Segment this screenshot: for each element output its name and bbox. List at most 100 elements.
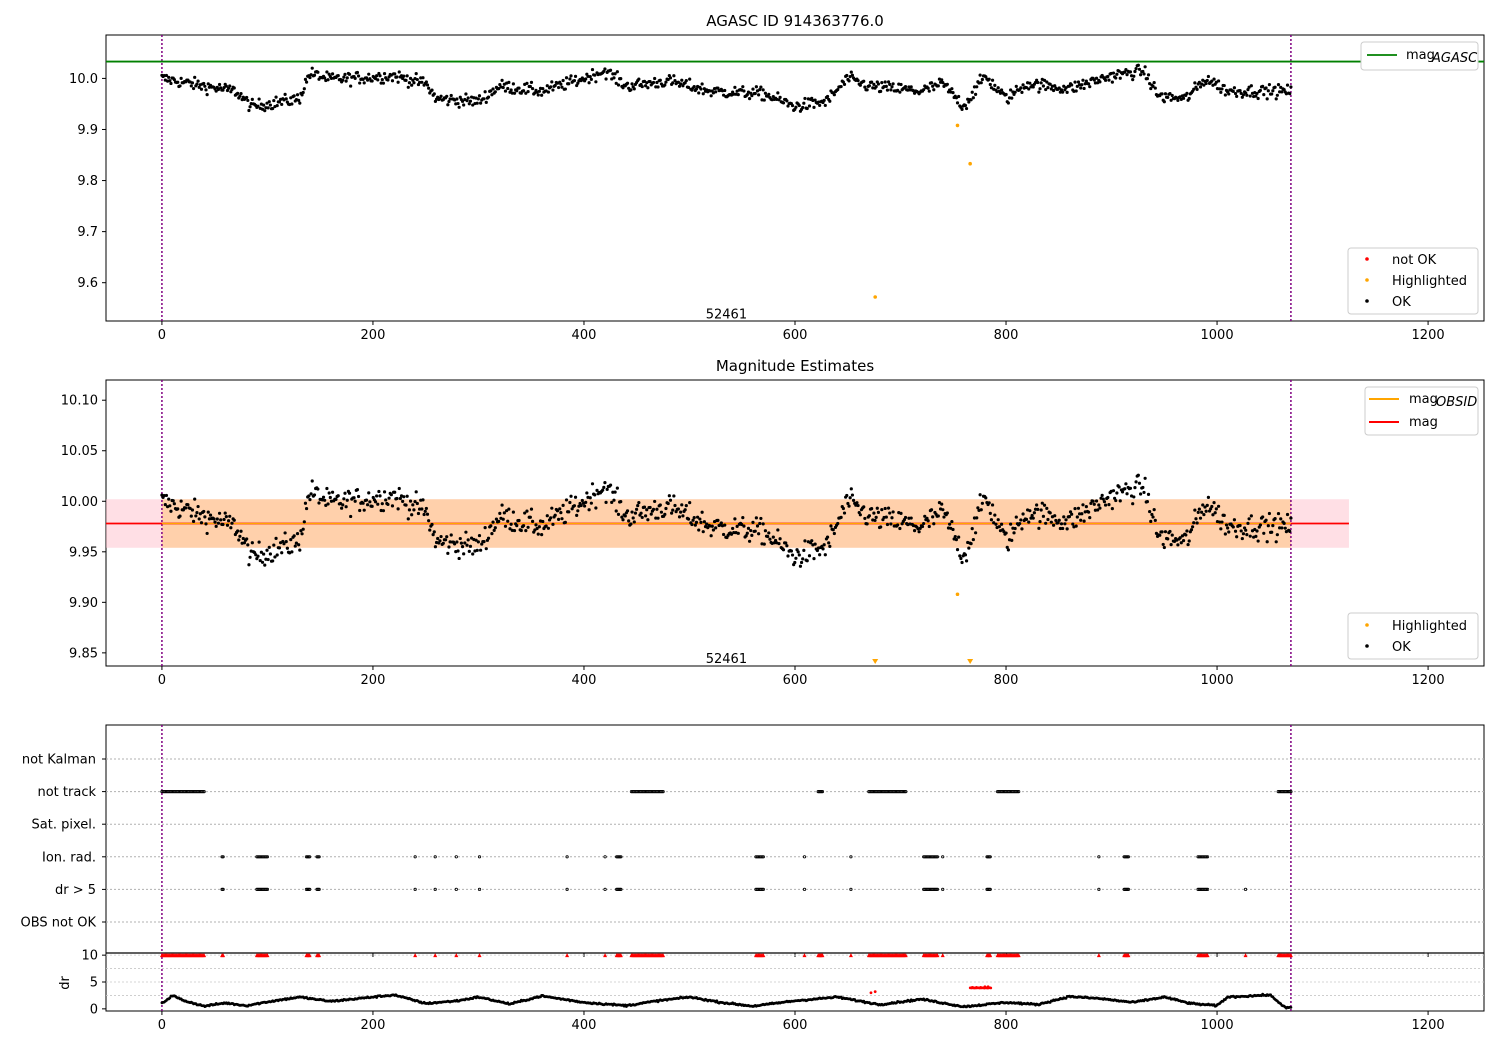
ok-point (448, 97, 452, 101)
ok-point (1169, 98, 1173, 102)
ok-point (512, 91, 517, 95)
ok-point (355, 70, 360, 75)
ok-point (362, 508, 366, 512)
ok-point (1133, 69, 1137, 74)
ok-point (353, 499, 357, 503)
ok-point (236, 91, 240, 96)
ok-point (422, 512, 426, 517)
ok-point (1248, 534, 1252, 538)
ok-point (709, 94, 713, 98)
ok-point (721, 532, 726, 537)
ok-point (556, 517, 561, 521)
ok-point (171, 499, 175, 503)
ok-point (994, 522, 998, 526)
ok-point (396, 80, 400, 84)
ok-point (297, 98, 301, 102)
ok-point (1132, 495, 1136, 499)
ok-point (343, 72, 347, 76)
ok-point (1079, 518, 1083, 522)
ok-point (323, 498, 327, 502)
ok-point (468, 99, 473, 103)
ok-point (477, 533, 482, 538)
ok-point (651, 507, 656, 511)
ok-point (886, 80, 891, 84)
ok-point (957, 535, 961, 539)
ok-point (217, 82, 222, 87)
estimates-legend-label: mag (1409, 392, 1438, 407)
ok-point (378, 74, 382, 78)
ok-point (604, 77, 608, 81)
ok-point (312, 493, 317, 497)
ok-point (1028, 509, 1032, 513)
ok-point (1064, 518, 1068, 522)
ok-point (957, 94, 961, 99)
ok-point (688, 77, 692, 81)
ok-point (822, 98, 826, 103)
flag-point (1204, 887, 1208, 892)
ok-point (491, 87, 495, 91)
ok-point (204, 88, 208, 92)
ok-point (303, 77, 308, 81)
dr-x-tick-label: 1200 (1412, 1018, 1445, 1033)
ok-point (370, 79, 374, 83)
ok-point (723, 523, 727, 527)
ok-point (1128, 70, 1133, 74)
ok-point (381, 509, 386, 513)
ok-point (673, 78, 677, 83)
ok-point (664, 506, 668, 511)
ok-point (945, 511, 949, 515)
ok-point (856, 503, 860, 508)
ok-point (356, 494, 361, 499)
ok-point (1205, 78, 1209, 83)
ok-point (874, 84, 878, 89)
ok-point (489, 524, 493, 528)
ok-point (796, 550, 800, 554)
ok-point (523, 511, 527, 515)
ok-point (397, 70, 401, 74)
ok-point (605, 487, 609, 491)
dr-x-tick-label: 0 (158, 1018, 166, 1033)
ok-point (653, 499, 657, 504)
ok-point (1079, 86, 1083, 90)
ok-point (875, 506, 879, 510)
ok-point (1131, 78, 1135, 82)
ok-point (963, 103, 968, 108)
ok-point (489, 89, 493, 93)
ok-point (195, 82, 199, 86)
ok-point (1054, 518, 1058, 523)
agasc-legend (1360, 41, 1479, 71)
ok-point (455, 97, 459, 101)
ok-point (593, 493, 597, 497)
ok-point (1073, 80, 1077, 84)
ok-point (1205, 503, 1209, 508)
flag-point (988, 855, 992, 859)
ok-point (936, 84, 940, 88)
ok-point (876, 510, 881, 514)
ok-point (462, 552, 466, 556)
ok-point (1219, 90, 1223, 94)
ok-point (656, 516, 660, 520)
ok-point (559, 511, 563, 515)
ok-point (742, 89, 746, 93)
ok-point (963, 553, 968, 557)
ok-point (922, 88, 926, 92)
ok-point (544, 524, 548, 528)
ok-point (745, 531, 749, 535)
ok-point (1275, 533, 1279, 537)
ok-point (263, 109, 267, 113)
ok-point (345, 76, 349, 80)
estimates-y-tick-label: 10.00 (61, 495, 98, 510)
ok-point (812, 105, 816, 110)
ok-point (828, 544, 832, 549)
ok-point (863, 85, 867, 89)
ok-point (216, 87, 221, 92)
ok-point (212, 517, 216, 521)
ok-point (509, 88, 513, 92)
ok-point (1186, 542, 1190, 547)
ok-point (376, 78, 380, 82)
ok-point (1098, 506, 1102, 510)
ok-point (863, 516, 867, 521)
ok-point (932, 88, 936, 92)
ok-point (842, 82, 847, 86)
ok-point (1036, 507, 1040, 511)
